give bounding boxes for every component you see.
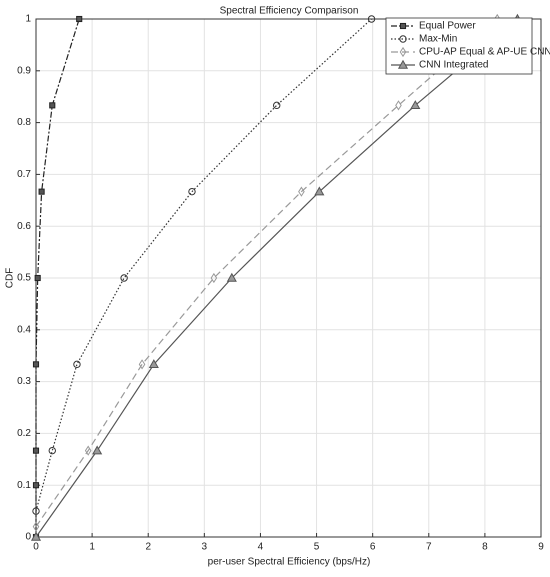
y-tick-label: 0.4 (17, 324, 31, 335)
series-line (35, 18, 80, 537)
marker (73, 360, 81, 369)
marker (32, 482, 40, 489)
marker (210, 272, 218, 284)
y-axis-label: CDF (5, 268, 16, 289)
marker (410, 100, 421, 110)
marker (273, 101, 281, 110)
marker (148, 359, 159, 369)
marker (92, 445, 103, 455)
chart-title: Spectral Efficiency Comparison (220, 6, 359, 17)
marker (32, 521, 40, 532)
marker (314, 186, 325, 196)
legend-marker (397, 59, 409, 69)
y-tick-label: 0.6 (17, 221, 31, 232)
x-tick-label: 4 (258, 542, 264, 553)
x-tick-label: 7 (426, 542, 432, 553)
y-tick-label: 0.5 (17, 273, 31, 284)
marker (38, 188, 45, 195)
marker (226, 272, 237, 282)
marker (32, 361, 40, 368)
legend-label: Equal Power (419, 21, 476, 32)
marker (138, 359, 146, 370)
y-tick-label: 0.7 (17, 169, 31, 180)
x-axis-label: per-user Spectral Efficiency (bps/Hz) (208, 557, 371, 568)
marker (49, 102, 56, 109)
legend-marker (399, 35, 407, 43)
x-tick-label: 1 (89, 542, 95, 553)
series-line (35, 18, 498, 527)
x-tick-label: 5 (314, 542, 320, 553)
marker (120, 274, 128, 282)
y-tick-label: 0.3 (17, 376, 31, 387)
y-tick-label: 0.9 (17, 65, 31, 76)
y-tick-label: 0.8 (17, 117, 31, 128)
y-tick-label: 1 (25, 14, 31, 25)
legend-marker (399, 46, 407, 58)
x-tick-label: 8 (482, 542, 488, 553)
x-tick-label: 2 (145, 542, 151, 553)
legend-label: Max-Min (419, 34, 457, 45)
marker (395, 100, 402, 111)
marker (188, 187, 196, 196)
x-tick-label: 9 (538, 542, 544, 553)
marker (30, 531, 42, 541)
y-tick-label: 0 (25, 532, 31, 543)
marker (84, 445, 92, 456)
marker (298, 186, 305, 197)
marker (367, 15, 376, 23)
x-tick-label: 0 (33, 542, 39, 553)
marker (34, 274, 41, 282)
marker (32, 447, 40, 454)
marker (32, 507, 40, 515)
y-tick-label: 0.1 (17, 480, 31, 491)
marker (76, 15, 83, 23)
y-tick-label: 0.2 (17, 428, 31, 439)
legend-label: CPU-AP Equal & AP-UE CNN (419, 47, 550, 58)
x-tick-label: 3 (202, 542, 208, 553)
legend-marker (399, 22, 407, 30)
marker (48, 446, 56, 455)
legend-label: CNN Integrated (419, 60, 488, 71)
x-tick-label: 6 (370, 542, 376, 553)
